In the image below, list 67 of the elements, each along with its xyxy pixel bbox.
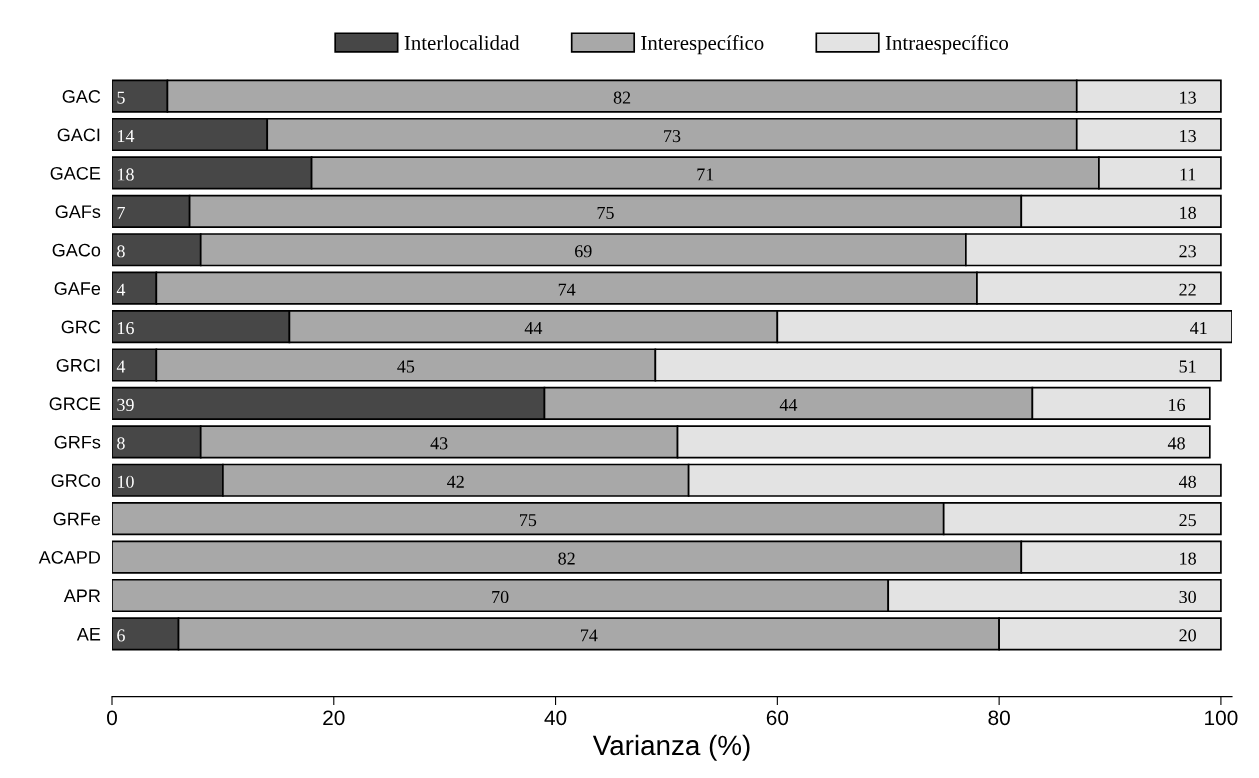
data-label: 14 <box>118 130 135 142</box>
data-label: 7 <box>117 206 125 219</box>
data-label: 20 <box>1179 629 1196 642</box>
data-label: 25 <box>1179 514 1196 527</box>
data-label: 82 <box>613 91 631 104</box>
y-tick-label: GRCI <box>56 358 100 372</box>
y-tick-label: GRFe <box>53 512 101 526</box>
data-label: 22 <box>1179 283 1196 296</box>
data-label: 75 <box>520 514 537 527</box>
data-label: 13 <box>1180 129 1196 143</box>
data-label: 42 <box>447 475 464 488</box>
legend-label: Interespecífico <box>641 35 764 55</box>
y-tick-label: AE <box>76 627 101 641</box>
data-label: 74 <box>558 283 576 296</box>
data-label: 18 <box>1180 552 1196 565</box>
data-label: 16 <box>118 322 134 335</box>
legend-label: Intraespecífico <box>885 35 1009 55</box>
data-label: 51 <box>1179 360 1196 373</box>
data-label: 23 <box>1179 245 1196 258</box>
data-label: 18 <box>118 168 134 181</box>
data-label: 41 <box>1190 322 1207 334</box>
y-tick-label: GACo <box>52 243 101 257</box>
data-label: 75 <box>597 206 614 219</box>
data-label: 18 <box>1180 206 1196 219</box>
data-label: 82 <box>558 552 575 565</box>
data-label: 44 <box>524 322 543 334</box>
data-label: 13 <box>1180 91 1196 104</box>
data-label: 4 <box>116 283 126 296</box>
x-tick-label: 20 <box>323 710 345 726</box>
data-label: 48 <box>1178 475 1196 488</box>
y-tick-label: GRC <box>61 320 101 334</box>
data-label: 69 <box>575 245 592 258</box>
legend-label: Interlocalidad <box>404 35 520 50</box>
data-label: 43 <box>430 437 448 450</box>
y-tick-label: APR <box>63 589 101 603</box>
data-label: 71 <box>697 168 714 181</box>
y-tick-label: GAFs <box>55 205 101 219</box>
data-label: 30 <box>1179 590 1196 604</box>
data-label: 70 <box>492 590 509 604</box>
x-axis-title: Varianza (%) <box>592 734 750 761</box>
data-label: 10 <box>118 475 134 488</box>
x-tick-label: 0 <box>107 710 117 726</box>
y-tick-label: GACI <box>57 128 100 142</box>
data-label: 4 <box>116 360 126 373</box>
data-label: 74 <box>580 629 598 642</box>
data-label: 6 <box>117 629 125 642</box>
x-tick-label: 100 <box>1205 710 1238 726</box>
x-tick-label: 60 <box>766 710 789 726</box>
y-tick-label: GRFs <box>54 435 101 449</box>
y-tick-label: ACAPD <box>38 550 101 564</box>
y-tick-label: GAC <box>62 90 101 103</box>
y-tick-label: GRCo <box>51 474 101 487</box>
data-label: 73 <box>664 129 681 143</box>
x-tick-label: 40 <box>544 710 567 726</box>
data-label: 48 <box>1167 437 1185 450</box>
data-label: 16 <box>1169 398 1186 411</box>
data-label: 11 <box>1180 168 1196 181</box>
data-label: 45 <box>397 360 415 373</box>
x-tick-label: 80 <box>988 710 1010 726</box>
y-tick-label: GACE <box>50 166 101 180</box>
data-label: 5 <box>117 91 125 104</box>
y-tick-label: GAFe <box>54 282 101 295</box>
data-label: 44 <box>779 398 798 411</box>
y-tick-label: GRCE <box>49 397 101 411</box>
data-label: 8 <box>117 437 125 450</box>
data-label: 39 <box>117 398 134 411</box>
data-label: 8 <box>117 245 125 258</box>
